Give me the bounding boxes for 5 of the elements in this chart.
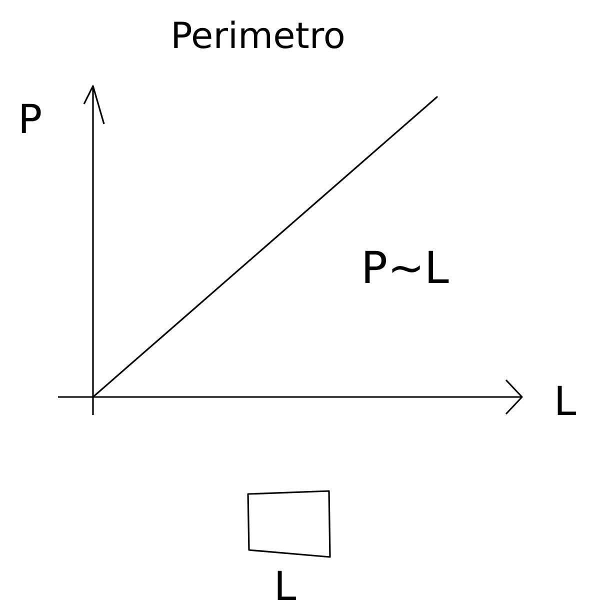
annotation: P∼L	[361, 243, 450, 294]
text: P	[18, 97, 42, 143]
text: L	[274, 564, 297, 606]
text: L	[554, 379, 577, 425]
chart-title: Perimetro	[170, 16, 346, 57]
